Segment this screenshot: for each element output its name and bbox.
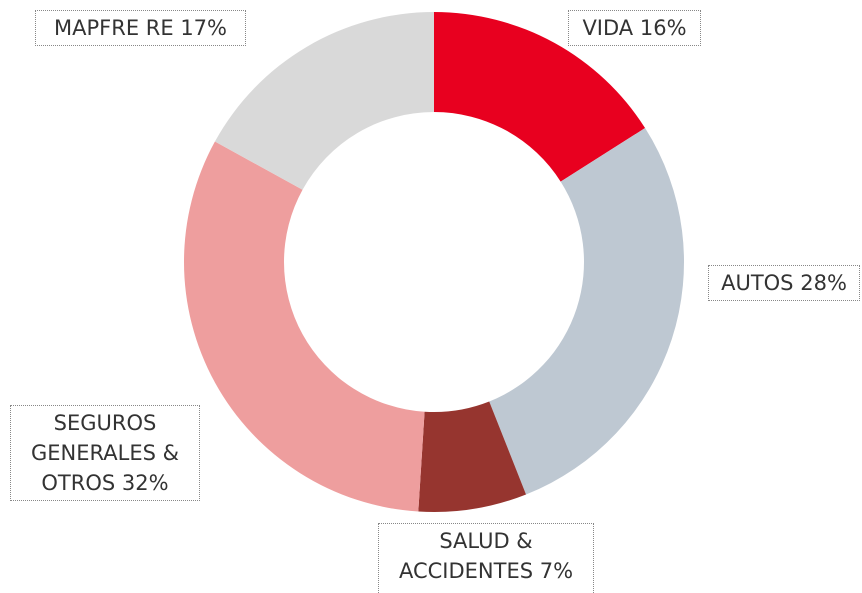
donut-segment [214, 12, 434, 190]
category-label: VIDA [582, 16, 634, 40]
donut-segment [418, 401, 527, 512]
category-label: SALUD & [439, 529, 533, 553]
value-label: 17% [180, 16, 227, 40]
label-box: AUTOS 28% [708, 265, 860, 301]
label-box: SALUD & ACCIDENTES 7% [378, 523, 594, 593]
category-label: SEGUROS GENERALES & [31, 411, 179, 465]
value-label: OTROS 32% [41, 471, 169, 495]
value-label: ACCIDENTES 7% [398, 559, 574, 583]
donut-segment [489, 128, 685, 495]
category-label: MAPFRE RE [54, 16, 174, 40]
category-label: AUTOS [721, 271, 794, 295]
label-box: SEGUROS GENERALES & OTROS 32% [10, 405, 200, 501]
value-label: 16% [639, 16, 687, 40]
value-label: 28% [800, 271, 847, 295]
label-box: MAPFRE RE 17% [35, 10, 246, 46]
donut-segment [434, 12, 646, 182]
donut-segment [183, 141, 425, 512]
label-box: VIDA 16% [568, 10, 701, 46]
